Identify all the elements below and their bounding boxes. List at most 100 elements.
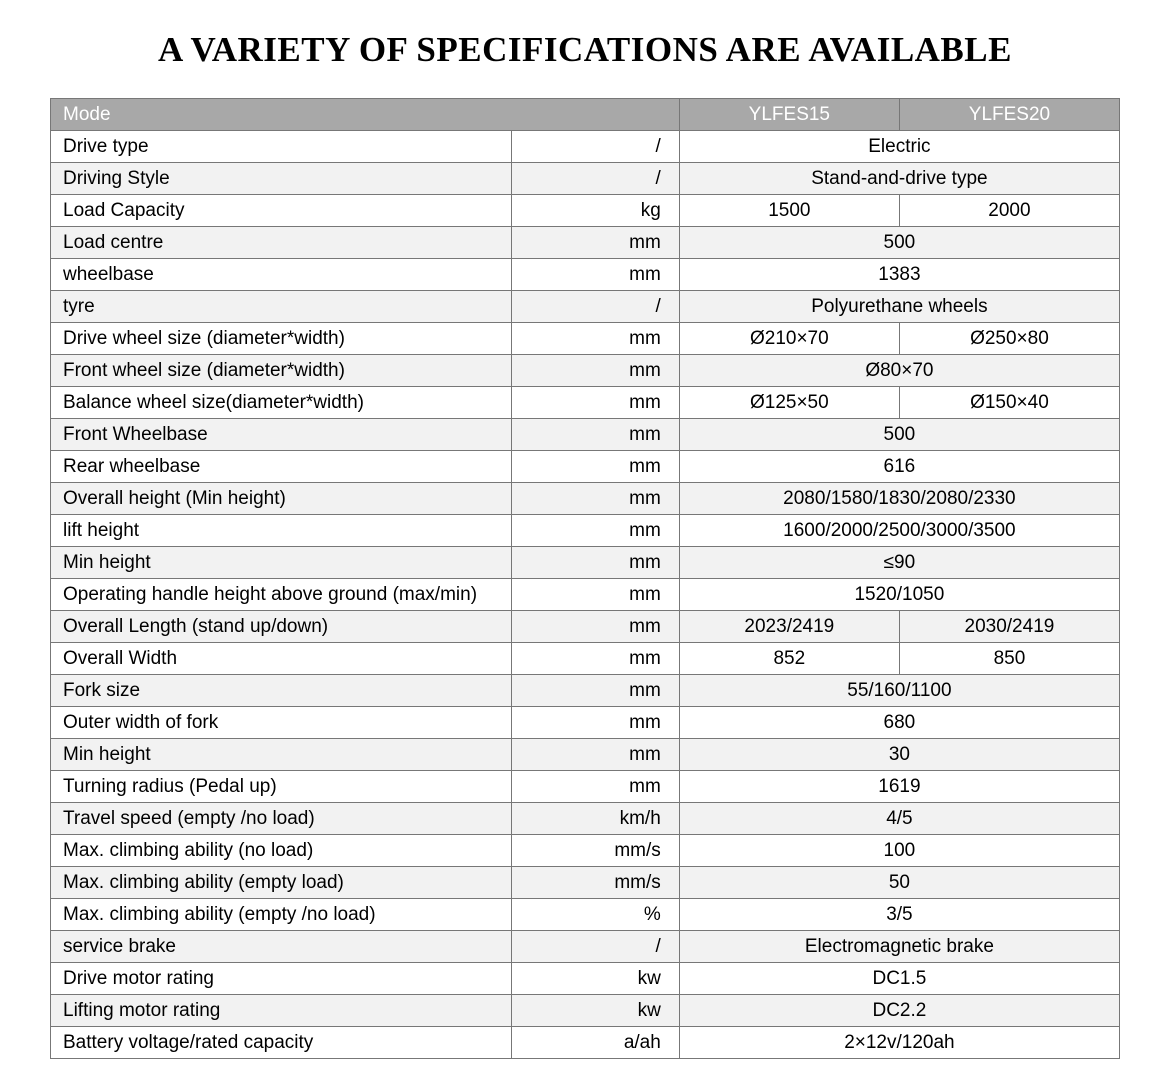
row-value-b: 2030/2419 (899, 611, 1119, 643)
table-row: Balance wheel size(diameter*width)mmØ125… (51, 387, 1120, 419)
table-row: Driving Style/Stand-and-drive type (51, 163, 1120, 195)
row-unit: mm (512, 611, 680, 643)
row-label: Overall height (Min height) (51, 483, 512, 515)
table-row: Front wheel size (diameter*width)mmØ80×7… (51, 355, 1120, 387)
table-row: Overall Length (stand up/down)mm2023/241… (51, 611, 1120, 643)
row-value: Ø80×70 (679, 355, 1119, 387)
row-value: 55/160/1100 (679, 675, 1119, 707)
row-label: Driving Style (51, 163, 512, 195)
row-label: Front wheel size (diameter*width) (51, 355, 512, 387)
row-value-a: Ø210×70 (679, 323, 899, 355)
row-label: Turning radius (Pedal up) (51, 771, 512, 803)
row-unit: mm/s (512, 835, 680, 867)
row-value: 30 (679, 739, 1119, 771)
row-label: Max. climbing ability (empty load) (51, 867, 512, 899)
row-label: lift height (51, 515, 512, 547)
row-unit: mm (512, 739, 680, 771)
row-label: Max. climbing ability (no load) (51, 835, 512, 867)
row-value: ≤90 (679, 547, 1119, 579)
row-value-b: 2000 (899, 195, 1119, 227)
row-label: Overall Length (stand up/down) (51, 611, 512, 643)
row-value: 3/5 (679, 899, 1119, 931)
row-unit: mm (512, 387, 680, 419)
row-unit: mm (512, 515, 680, 547)
table-row: Drive type/Electric (51, 131, 1120, 163)
row-label: Front Wheelbase (51, 419, 512, 451)
row-unit: / (512, 291, 680, 323)
row-label: tyre (51, 291, 512, 323)
row-label: service brake (51, 931, 512, 963)
row-unit: kw (512, 995, 680, 1027)
row-unit: mm (512, 323, 680, 355)
row-unit: mm (512, 547, 680, 579)
table-row: Min heightmm30 (51, 739, 1120, 771)
row-label: Min height (51, 547, 512, 579)
row-unit: mm (512, 451, 680, 483)
row-label: Outer width of fork (51, 707, 512, 739)
row-unit: a/ah (512, 1027, 680, 1059)
row-label: Drive type (51, 131, 512, 163)
table-row: Rear wheelbasemm616 (51, 451, 1120, 483)
table-row: service brake/Electromagnetic brake (51, 931, 1120, 963)
row-label: Battery voltage/rated capacity (51, 1027, 512, 1059)
table-row: Load centremm500 (51, 227, 1120, 259)
row-label: wheelbase (51, 259, 512, 291)
header-model-a: YLFES15 (679, 99, 899, 131)
table-row: Min heightmm≤90 (51, 547, 1120, 579)
row-unit: / (512, 131, 680, 163)
row-unit: / (512, 931, 680, 963)
row-unit: mm/s (512, 867, 680, 899)
row-value: Electric (679, 131, 1119, 163)
row-value: 50 (679, 867, 1119, 899)
row-value-b: Ø150×40 (899, 387, 1119, 419)
row-value-a: Ø125×50 (679, 387, 899, 419)
row-label: Overall Width (51, 643, 512, 675)
row-label: Max. climbing ability (empty /no load) (51, 899, 512, 931)
row-unit: mm (512, 771, 680, 803)
row-value: Electromagnetic brake (679, 931, 1119, 963)
table-row: Outer width of forkmm680 (51, 707, 1120, 739)
table-row: lift heightmm1600/2000/2500/3000/3500 (51, 515, 1120, 547)
row-unit: % (512, 899, 680, 931)
table-row: wheelbasemm1383 (51, 259, 1120, 291)
row-value: 4/5 (679, 803, 1119, 835)
row-value: 1383 (679, 259, 1119, 291)
row-value: 2080/1580/1830/2080/2330 (679, 483, 1119, 515)
row-unit: kw (512, 963, 680, 995)
row-label: Load Capacity (51, 195, 512, 227)
table-row: tyre/Polyurethane wheels (51, 291, 1120, 323)
table-row: Max. climbing ability (empty /no load)%3… (51, 899, 1120, 931)
row-value: Stand-and-drive type (679, 163, 1119, 195)
row-value: 1520/1050 (679, 579, 1119, 611)
row-label: Operating handle height above ground (ma… (51, 579, 512, 611)
row-value: 100 (679, 835, 1119, 867)
row-unit: kg (512, 195, 680, 227)
table-header-row: Mode YLFES15 YLFES20 (51, 99, 1120, 131)
row-value: Polyurethane wheels (679, 291, 1119, 323)
row-value: DC2.2 (679, 995, 1119, 1027)
row-value-a: 2023/2419 (679, 611, 899, 643)
table-row: Battery voltage/rated capacitya/ah2×12v/… (51, 1027, 1120, 1059)
row-label: Load centre (51, 227, 512, 259)
row-value-b: Ø250×80 (899, 323, 1119, 355)
spec-table: Mode YLFES15 YLFES20 Drive type/Electric… (50, 98, 1120, 1059)
row-value-a: 1500 (679, 195, 899, 227)
table-row: Turning radius (Pedal up)mm1619 (51, 771, 1120, 803)
row-value: 1600/2000/2500/3000/3500 (679, 515, 1119, 547)
table-row: Drive motor ratingkwDC1.5 (51, 963, 1120, 995)
table-row: Max. climbing ability (no load)mm/s100 (51, 835, 1120, 867)
page-title: A VARIETY OF SPECIFICATIONS ARE AVAILABL… (50, 30, 1120, 70)
row-unit: mm (512, 483, 680, 515)
row-label: Travel speed (empty /no load) (51, 803, 512, 835)
row-value-a: 852 (679, 643, 899, 675)
row-value: 1619 (679, 771, 1119, 803)
table-row: Max. climbing ability (empty load)mm/s50 (51, 867, 1120, 899)
row-value: DC1.5 (679, 963, 1119, 995)
table-row: Front Wheelbasemm500 (51, 419, 1120, 451)
row-label: Drive motor rating (51, 963, 512, 995)
table-row: Lifting motor ratingkwDC2.2 (51, 995, 1120, 1027)
row-label: Balance wheel size(diameter*width) (51, 387, 512, 419)
row-value-b: 850 (899, 643, 1119, 675)
row-unit: mm (512, 227, 680, 259)
row-unit: mm (512, 675, 680, 707)
